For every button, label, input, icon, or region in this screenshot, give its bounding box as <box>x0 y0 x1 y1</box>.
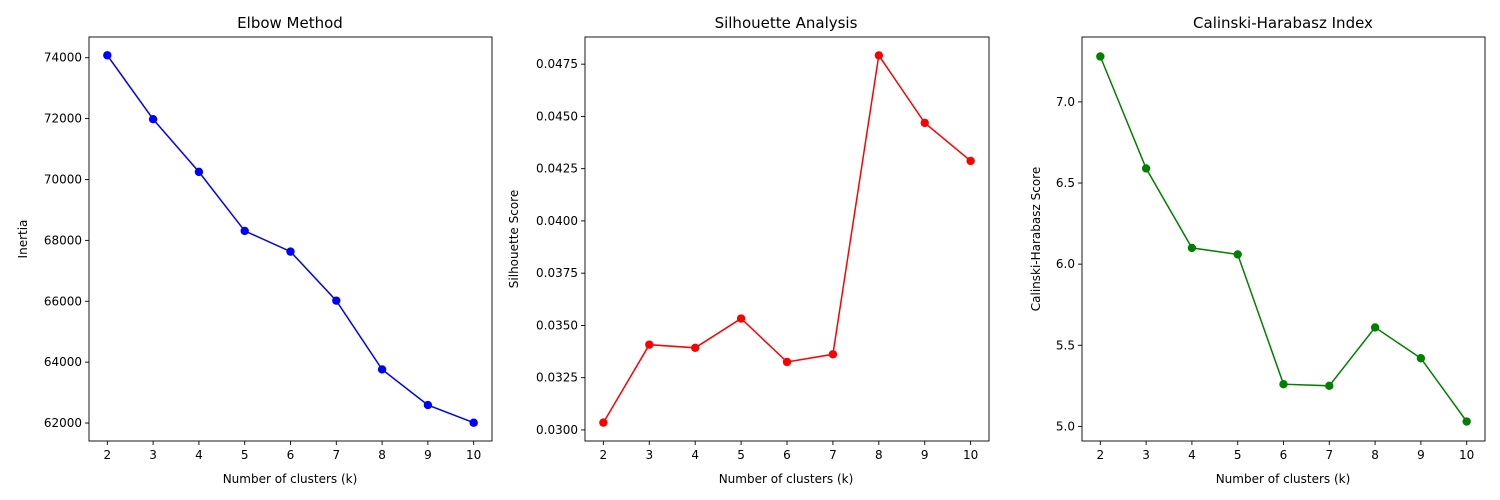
y-axis-label: Silhouette Score <box>507 190 521 288</box>
x-tick-label: 9 <box>424 448 432 462</box>
data-point <box>920 118 929 128</box>
y-tick-label: 0.0300 <box>536 423 578 437</box>
x-tick-label: 3 <box>149 448 157 462</box>
x-tick-label: 5 <box>241 448 249 462</box>
y-axis-label: Inertia <box>16 220 30 259</box>
chart-title: Calinski-Harabasz Index <box>1193 14 1373 32</box>
data-point <box>1096 52 1105 61</box>
x-tick-label: 8 <box>1371 448 1379 462</box>
data-point <box>1187 243 1197 253</box>
data-point <box>103 51 112 60</box>
x-tick-label: 7 <box>332 448 340 462</box>
series-line <box>602 53 972 423</box>
y-tick-label: 6.0 <box>1056 257 1075 271</box>
data-point <box>1279 380 1288 389</box>
x-tick-label: 4 <box>1188 448 1196 462</box>
data-point <box>736 314 746 323</box>
y-tick-label: 74000 <box>44 51 82 65</box>
data-point <box>874 51 884 60</box>
y-tick-label: 5.0 <box>1056 419 1075 433</box>
y-axis-label: Calinski-Harabasz Score <box>1029 167 1043 311</box>
y-tick-label: 5.5 <box>1056 338 1075 352</box>
y-tick-label: 0.0375 <box>536 266 578 280</box>
data-point <box>645 340 654 349</box>
x-tick-label: 2 <box>103 448 111 462</box>
x-tick-label: 5 <box>1234 448 1242 462</box>
y-tick-label: 0.0450 <box>536 109 578 123</box>
tick-layer: 2 3 4 5 6 7 8 9 10 62000 64000 66000 68000 70000 72000… <box>44 51 482 462</box>
y-tick-label: 0.0400 <box>536 214 578 228</box>
x-tick-label: 7 <box>829 448 837 462</box>
data-point <box>1141 164 1151 173</box>
y-tick-label: 0.0325 <box>536 371 578 385</box>
data-point <box>782 357 792 367</box>
series-line <box>106 54 474 424</box>
data-point <box>828 350 838 359</box>
data-point <box>1325 381 1334 391</box>
x-tick-label: 2 <box>600 448 608 462</box>
tick-layer: 2 3 4 5 6 7 8 9 10 5.0 5.5 6.0 6.5 7.0 <box>1056 95 1474 462</box>
chart-title: Silhouette Analysis <box>715 14 858 32</box>
marker-layer <box>599 51 975 427</box>
data-point <box>286 247 295 256</box>
x-tick-label: 10 <box>1459 448 1474 462</box>
data-point <box>966 156 975 166</box>
x-axis-label: Number of clusters (k) <box>223 472 358 486</box>
x-tick-label: 6 <box>1280 448 1288 462</box>
data-point <box>1370 323 1380 332</box>
plot-frame <box>584 36 990 442</box>
y-tick-label: 68000 <box>44 233 82 247</box>
x-tick-label: 4 <box>691 448 699 462</box>
data-point <box>194 167 204 177</box>
x-tick-label: 6 <box>287 448 295 462</box>
x-tick-label: 4 <box>195 448 203 462</box>
data-point <box>690 343 700 352</box>
y-tick-label: 7.0 <box>1056 95 1075 109</box>
data-point <box>377 365 387 374</box>
chart-panel-silhouette: Silhouette Analysis 2 3 4 5 6 7 8 9 10 0.0300 0.03… <box>507 14 990 486</box>
x-tick-label: 7 <box>1325 448 1333 462</box>
y-tick-label: 6.5 <box>1056 176 1075 190</box>
x-axis-label: Number of clusters (k) <box>1216 472 1351 486</box>
y-tick-label: 0.0350 <box>536 318 578 332</box>
data-point <box>599 418 608 427</box>
chart-title: Elbow Method <box>237 14 343 32</box>
x-tick-label: 9 <box>1417 448 1425 462</box>
y-tick-label: 64000 <box>44 355 82 369</box>
data-point <box>1416 354 1426 363</box>
y-tick-label: 0.0475 <box>536 57 578 71</box>
data-point <box>1462 417 1471 426</box>
x-tick-label: 6 <box>783 448 791 462</box>
x-tick-label: 8 <box>875 448 883 462</box>
data-point <box>469 418 478 427</box>
y-tick-label: 66000 <box>44 294 82 308</box>
y-tick-label: 70000 <box>44 172 82 186</box>
x-tick-label: 8 <box>378 448 386 462</box>
x-tick-label: 5 <box>737 448 745 462</box>
y-tick-label: 72000 <box>44 112 82 126</box>
marker-layer <box>103 51 478 427</box>
marker-layer <box>1096 52 1471 426</box>
data-point <box>423 400 433 410</box>
y-tick-label: 0.0425 <box>536 162 578 176</box>
x-tick-label: 2 <box>1096 448 1104 462</box>
data-point <box>148 115 158 124</box>
x-tick-label: 10 <box>466 448 481 462</box>
chart-panel-elbow: Elbow Method 2 3 4 5 6 7 8 9 10 62000 64000 66000 68… <box>16 14 493 486</box>
plot-frame <box>88 36 493 442</box>
series-line <box>1099 56 1468 422</box>
tick-layer: 2 3 4 5 6 7 8 9 10 0.0300 0.0325 0.0350 0.0375 0.0400… <box>536 57 978 462</box>
y-tick-label: 62000 <box>44 416 82 430</box>
x-tick-label: 10 <box>963 448 978 462</box>
x-tick-label: 9 <box>921 448 929 462</box>
data-point <box>1233 250 1242 259</box>
x-tick-label: 3 <box>1142 448 1150 462</box>
data-point <box>240 226 249 236</box>
x-tick-label: 3 <box>645 448 653 462</box>
x-axis-label: Number of clusters (k) <box>719 472 854 486</box>
data-point <box>332 296 341 305</box>
chart-panel-calinski: Calinski-Harabasz Index 2 3 4 5 6 7 8 9 10 5.0 5.5… <box>1029 14 1486 486</box>
